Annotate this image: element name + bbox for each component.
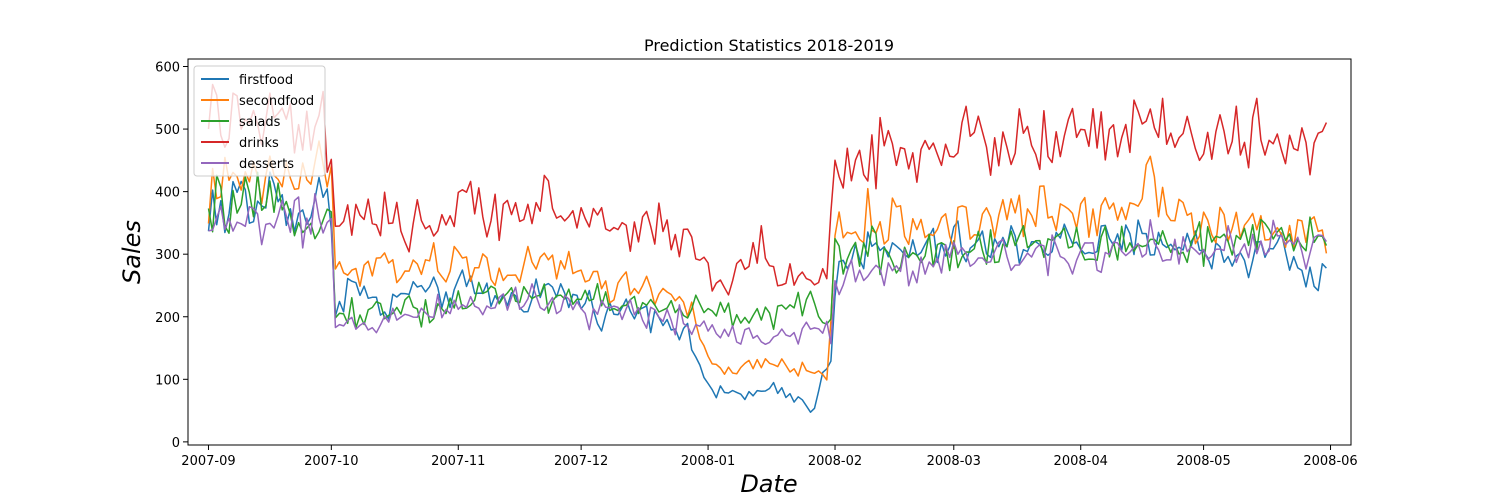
y-tick-label: 300 — [155, 248, 180, 263]
series-line-drinks — [207, 83, 1328, 296]
legend-label-firstfood: firstfood — [239, 73, 293, 88]
y-axis: 0 100 200 300 400 500 600 — [155, 61, 188, 451]
legend-label-desserts: desserts — [239, 157, 294, 172]
x-tick-label: 2008-03 — [927, 454, 981, 469]
series-line-desserts — [208, 192, 1328, 346]
x-tick-label: 2007-11 — [431, 454, 485, 469]
x-axis: 2007-09 2007-10 2007-11 2007-12 2008-01 2008-… — [181, 445, 1358, 469]
series-line-firstfood — [207, 171, 1327, 413]
chart-title: Prediction Statistics 2018-2019 — [644, 36, 894, 55]
y-axis-label: Sales — [118, 220, 146, 284]
y-tick-label: 400 — [155, 186, 180, 201]
legend-box — [193, 65, 326, 177]
x-tick-label: 2007-10 — [304, 454, 358, 469]
x-tick-label: 2008-04 — [1054, 454, 1108, 469]
legend-label-drinks: drinks — [239, 136, 279, 151]
y-tick-label: 500 — [155, 123, 180, 138]
x-tick-label: 2007-12 — [554, 454, 608, 469]
plot-area — [187, 58, 1352, 446]
x-tick-label: 2007-09 — [181, 454, 235, 469]
x-tick-label: 2008-05 — [1176, 454, 1230, 469]
y-tick-label: 0 — [172, 436, 180, 451]
legend-label-secondfood: secondfood — [239, 94, 314, 109]
x-tick-label: 2008-01 — [681, 454, 735, 469]
plot-frame — [187, 58, 1352, 446]
series-line-secondfood — [207, 140, 1328, 381]
y-tick-label: 100 — [155, 373, 180, 388]
series-layer — [207, 83, 1328, 413]
x-axis-label: Date — [740, 470, 797, 498]
y-tick-label: 600 — [155, 61, 180, 76]
legend-label-salads: salads — [239, 115, 281, 130]
series-line-salads — [207, 171, 1328, 331]
y-tick-label: 200 — [155, 311, 180, 326]
x-tick-label: 2008-02 — [808, 454, 862, 469]
x-tick-label: 2008-06 — [1303, 454, 1357, 469]
legend: firstfood secondfood salads drinks desserts — [193, 65, 326, 177]
